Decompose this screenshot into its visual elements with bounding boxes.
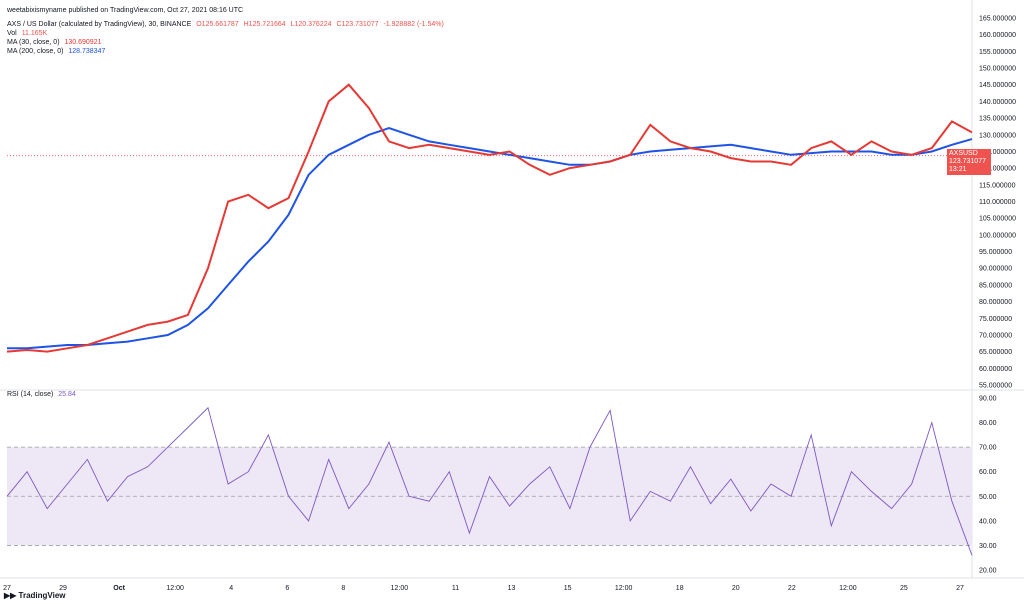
ohlc-low: L120.376224 [290,21,332,28]
vol-legend[interactable]: Vol 11.165K [7,29,50,38]
ohlc-change: -1.928882 (-1.54%) [383,21,444,28]
watermark: weetabixismyname published on TradingVie… [7,7,244,14]
tradingview-logo-icon: ▶▶ [4,591,19,600]
rsi-tick-label: 30.00 [979,543,997,550]
ma200-label: MA (200, close, 0) [7,48,64,55]
price-tick-label: 60.000000 [979,366,1012,373]
price-tick-label: 165.000000 [979,16,1016,23]
rsi-label: RSI (14, close) [7,391,54,398]
symbol-name[interactable]: AXS / US Dollar (calculated by TradingVi… [7,21,192,28]
price-tick-label: 55.000000 [979,383,1012,390]
time-tick-label: 20 [732,585,740,592]
price-tick-label: 75.000000 [979,316,1012,323]
price-tick-label: 130.000000 [979,132,1016,139]
time-tick-label: 8 [341,585,345,592]
rsi-legend[interactable]: RSI (14, close) 25.84 [7,390,79,399]
time-tick-label: 25 [900,585,908,592]
rsi-tick-label: 90.00 [979,396,997,403]
ohlc-high: H125.721664 [243,21,286,28]
price-tick-label: 85.000000 [979,282,1012,289]
time-tick-label: 29 [59,585,67,592]
time-tick-label: 18 [676,585,684,592]
time-tick-label: Oct [113,585,125,592]
price-tick-label: 125.000000 [979,149,1016,156]
price-tick-label: 140.000000 [979,99,1016,106]
brand-name: TradingView [18,591,66,600]
time-tick-label: 22 [788,585,796,592]
price-tick-label: 120.000000 [979,166,1016,173]
symbol-legend: AXS / US Dollar (calculated by TradingVi… [7,20,447,29]
ohlc-open: O125.661787 [196,21,239,28]
ohlc-close: C123.731077 [336,21,379,28]
ma30-label: MA (30, close, 0) [7,39,60,46]
price-tick-label: 110.000000 [979,199,1016,206]
rsi-tick-label: 70.00 [979,445,997,452]
time-tick-label: 15 [564,585,572,592]
vol-label: Vol [7,30,17,37]
time-tick-label: 27 [3,585,11,592]
time-tick-label: 12:00 [391,585,409,592]
price-tick-label: 65.000000 [979,349,1012,356]
price-tick-label: 70.000000 [979,332,1012,339]
rsi-tick-label: 20.00 [979,568,997,575]
rsi-line [6,406,973,556]
price-tick-label: 150.000000 [979,66,1016,73]
ma30-legend[interactable]: MA (30, close, 0) 130.690921 [7,38,104,47]
last-price-tag: AXSUSD 123.731077 13:21 [947,149,991,175]
rsi-value: 25.84 [58,391,76,398]
rsi-tick-label: 60.00 [979,469,997,476]
time-tick-label: 6 [285,585,289,592]
rsi-tick-label: 40.00 [979,518,997,525]
time-tick-label: 4 [229,585,233,592]
ma30-line [6,83,973,353]
time-tick-label: 13 [508,585,516,592]
price-tick-label: 135.000000 [979,116,1016,123]
last-price-countdown: 13:21 [949,166,967,173]
ma200-value: 128.738347 [68,48,106,55]
time-tick-label: 12:00 [166,585,184,592]
last-price-value: 123.731077 [949,158,986,165]
price-tick-label: 160.000000 [979,32,1016,39]
time-tick-label: 12:00 [839,585,857,592]
price-tick-label: 95.000000 [979,249,1012,256]
ma200-line [7,127,973,350]
price-tick-label: 100.000000 [979,232,1016,239]
ma30-value: 130.690921 [64,39,102,46]
rsi-band [7,447,972,546]
vol-value: 11.165K [21,30,48,37]
price-tick-label: 90.000000 [979,266,1012,273]
price-tick-label: 80.000000 [979,299,1012,306]
time-tick-label: 27 [956,585,964,592]
last-price-symbol: AXSUSD [949,150,978,157]
time-tick-label: 11 [452,585,459,592]
price-tick-label: 155.000000 [979,49,1016,56]
price-tick-label: 115.000000 [979,182,1016,189]
price-tick-label: 105.000000 [979,216,1016,223]
time-tick-label: 12:00 [615,585,633,592]
rsi-tick-label: 50.00 [979,494,997,501]
price-tick-label: 145.000000 [979,82,1016,89]
rsi-tick-label: 80.00 [979,420,997,427]
tradingview-logo[interactable]: ▶▶ TradingView [4,591,66,600]
ma200-legend[interactable]: MA (200, close, 0) 128.738347 [7,47,108,56]
